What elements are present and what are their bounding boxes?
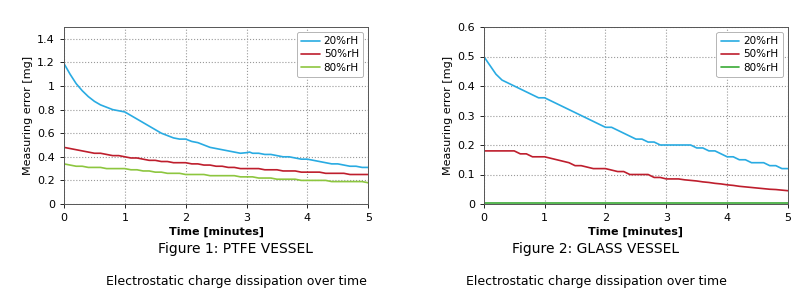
20%rH — [570, 111, 580, 114]
50%rH — [680, 178, 690, 181]
20%rH — [245, 150, 254, 154]
20%rH — [339, 163, 349, 167]
Text: Electrostatic charge dissipation over time: Electrostatic charge dissipation over ti… — [106, 274, 366, 287]
50%rH — [345, 173, 354, 176]
50%rH — [546, 157, 555, 160]
20%rH — [169, 136, 178, 140]
20%rH — [576, 114, 586, 117]
50%rH — [126, 156, 136, 160]
80%rH — [358, 180, 367, 183]
Line: 50%rH: 50%rH — [484, 151, 788, 191]
Line: 20%rH: 20%rH — [64, 64, 368, 167]
20%rH — [254, 152, 263, 155]
50%rH — [59, 146, 69, 149]
50%rH — [479, 149, 489, 153]
20%rH — [358, 166, 367, 169]
80%rH — [260, 176, 270, 180]
50%rH — [570, 164, 580, 167]
Legend: 20%rH, 50%rH, 80%rH: 20%rH, 50%rH, 80%rH — [717, 32, 782, 77]
80%rH — [363, 181, 373, 184]
80%rH — [59, 162, 69, 166]
X-axis label: Time [minutes]: Time [minutes] — [169, 227, 264, 238]
80%rH — [278, 177, 288, 181]
Line: 20%rH: 20%rH — [484, 56, 788, 169]
50%rH — [777, 188, 786, 192]
50%rH — [358, 173, 367, 176]
Text: Figure 2: GLASS VESSEL: Figure 2: GLASS VESSEL — [513, 242, 679, 256]
50%rH — [150, 158, 160, 162]
20%rH — [777, 167, 786, 170]
Y-axis label: Measuring error [mg]: Measuring error [mg] — [23, 56, 33, 175]
Y-axis label: Measuring error [mg]: Measuring error [mg] — [443, 56, 453, 175]
20%rH — [771, 164, 781, 167]
20%rH — [546, 99, 555, 103]
50%rH — [576, 164, 586, 167]
20%rH — [479, 55, 489, 58]
Line: 50%rH: 50%rH — [64, 147, 368, 175]
50%rH — [783, 189, 793, 193]
50%rH — [278, 169, 288, 173]
50%rH — [363, 173, 373, 176]
80%rH — [157, 170, 166, 174]
20%rH — [363, 166, 373, 169]
20%rH — [83, 95, 93, 98]
Line: 80%rH: 80%rH — [64, 164, 368, 183]
20%rH — [698, 146, 708, 150]
50%rH — [157, 160, 166, 163]
50%rH — [260, 168, 270, 172]
80%rH — [150, 170, 160, 174]
20%rH — [206, 146, 215, 149]
Legend: 20%rH, 50%rH, 80%rH: 20%rH, 50%rH, 80%rH — [297, 32, 363, 77]
20%rH — [680, 143, 690, 147]
50%rH — [698, 180, 708, 184]
20%rH — [59, 62, 69, 65]
X-axis label: Time [minutes]: Time [minutes] — [588, 227, 683, 238]
Text: Electrostatic charge dissipation over time: Electrostatic charge dissipation over ti… — [466, 274, 726, 287]
80%rH — [126, 168, 136, 172]
Text: Figure 1: PTFE VESSEL: Figure 1: PTFE VESSEL — [158, 242, 314, 256]
20%rH — [783, 167, 793, 170]
